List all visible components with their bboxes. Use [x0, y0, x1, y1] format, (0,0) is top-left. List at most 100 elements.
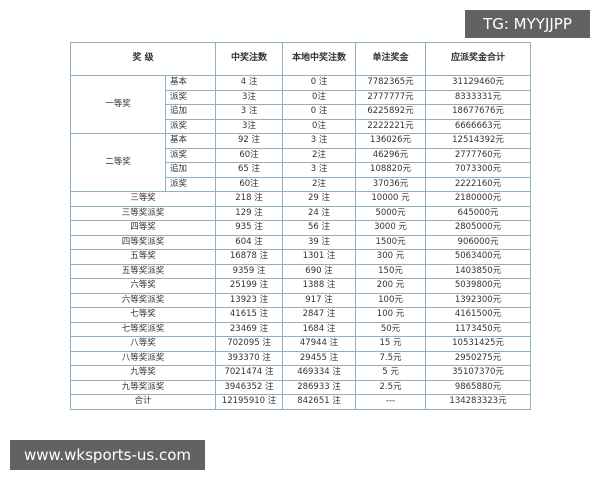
cell: 16878 注 [215, 249, 284, 265]
cell: 1684 注 [282, 321, 357, 337]
table-row: 八等奖派奖 393370 注 29455 注 7.5元 2950275元 [69, 350, 532, 366]
cell: 917 注 [282, 292, 357, 308]
cell: 5 元 [355, 365, 427, 381]
sub-label: 追加 [164, 104, 217, 120]
sub-label: 基本 [164, 75, 217, 91]
table-row: 七等奖 41615 注 2847 注 100 元 4161500元 [69, 307, 532, 323]
row-label: 三等奖 [69, 191, 217, 207]
cell: 7782365元 [355, 75, 427, 91]
table-row: 七等奖派奖 23469 注 1684 注 50元 1173450元 [69, 321, 532, 337]
cell: 24 注 [282, 205, 357, 221]
sub-label: 基本 [164, 133, 217, 149]
cell: 5039800元 [425, 278, 532, 294]
cell: 604 注 [215, 234, 284, 250]
cell: 60注 [215, 176, 284, 192]
cell: --- [355, 394, 427, 410]
header-cell: 中奖注数 [215, 42, 284, 76]
cell: 2777760元 [425, 147, 532, 163]
sub-label: 派奖 [164, 118, 217, 134]
table-row: 合计 12195910 注 842651 注 --- 134283323元 [69, 394, 532, 410]
cell: 35107370元 [425, 365, 532, 381]
cell: 3注 [215, 89, 284, 105]
cell: 2847 注 [282, 307, 357, 323]
sub-label: 派奖 [164, 89, 217, 105]
cell: 92 注 [215, 133, 284, 149]
row-label: 九等奖派奖 [69, 379, 217, 395]
cell: 37036元 [355, 176, 427, 192]
cell: 46296元 [355, 147, 427, 163]
table-row: 九等奖派奖 3946352 注 286933 注 2.5元 9865880元 [69, 379, 532, 395]
cell: 3注 [215, 118, 284, 134]
cell: 2805000元 [425, 220, 532, 236]
cell: 4161500元 [425, 307, 532, 323]
cell: 136026元 [355, 133, 427, 149]
cell: 56 注 [282, 220, 357, 236]
cell: 218 注 [215, 191, 284, 207]
cell: 41615 注 [215, 307, 284, 323]
cell: 5063400元 [425, 249, 532, 265]
cell: 4 注 [215, 75, 284, 91]
cell: 0注 [282, 89, 357, 105]
cell: 129 注 [215, 205, 284, 221]
cell: 100元 [355, 292, 427, 308]
table-row: 派奖 60注 2注 46296元 2777760元 [71, 147, 532, 163]
cell: 6666663元 [425, 118, 532, 134]
cell: 690 注 [282, 263, 357, 279]
cell: 645000元 [425, 205, 532, 221]
table-row: 三等奖派奖 129 注 24 注 5000元 645000元 [69, 205, 532, 221]
cell: 1301 注 [282, 249, 357, 265]
cell: 8333331元 [425, 89, 532, 105]
header-cell: 本地中奖注数 [282, 42, 357, 76]
cell: 31129460元 [425, 75, 532, 91]
cell: 25199 注 [215, 278, 284, 294]
table-row: 派奖 3注 0注 2777777元 8333331元 [71, 89, 532, 105]
table-row: 三等奖 218 注 29 注 10000 元 2180000元 [69, 191, 532, 207]
cell: 65 注 [215, 162, 284, 178]
cell: 935 注 [215, 220, 284, 236]
cell: 5000元 [355, 205, 427, 221]
cell: 2777777元 [355, 89, 427, 105]
cell: 2222221元 [355, 118, 427, 134]
cell: 2950275元 [425, 350, 532, 366]
row-label: 七等奖 [69, 307, 217, 323]
cell: 1388 注 [282, 278, 357, 294]
cell: 1403850元 [425, 263, 532, 279]
cell: 39 注 [282, 234, 357, 250]
table-row: 五等奖派奖 9359 注 690 注 150元 1403850元 [69, 263, 532, 279]
cell: 134283323元 [425, 394, 532, 410]
row-label: 四等奖 [69, 220, 217, 236]
cell: 10000 元 [355, 191, 427, 207]
cell: 7021474 注 [215, 365, 284, 381]
cell: 200 元 [355, 278, 427, 294]
cell: 150元 [355, 263, 427, 279]
table-row: 四等奖派奖 604 注 39 注 1500元 906000元 [69, 234, 532, 250]
table-row: 六等奖 25199 注 1388 注 200 元 5039800元 [69, 278, 532, 294]
cell: 2.5元 [355, 379, 427, 395]
cell: 0 注 [282, 75, 357, 91]
group-label: 二等奖 [70, 133, 166, 192]
sub-label: 追加 [164, 162, 217, 178]
header-cell: 单注奖金 [355, 42, 427, 76]
row-label: 五等奖 [69, 249, 217, 265]
cell: 3 注 [215, 104, 284, 120]
cell: 906000元 [425, 234, 532, 250]
cell: 3000 元 [355, 220, 427, 236]
row-label: 八等奖派奖 [69, 350, 217, 366]
cell: 469334 注 [282, 365, 357, 381]
row-label: 六等奖 [69, 278, 217, 294]
table-row: 四等奖 935 注 56 注 3000 元 2805000元 [69, 220, 532, 236]
cell: 12514392元 [425, 133, 532, 149]
row-label: 六等奖派奖 [69, 292, 217, 308]
row-label: 三等奖派奖 [69, 205, 217, 221]
cell: 2222160元 [425, 176, 532, 192]
cell: 108820元 [355, 162, 427, 178]
cell: 12195910 注 [215, 394, 284, 410]
cell: 1173450元 [425, 321, 532, 337]
row-label: 八等奖 [69, 336, 217, 352]
header-row: 奖 级中奖注数 本地中奖注数 单注奖金 应派奖金合计 [69, 42, 532, 76]
group-label: 一等奖 [70, 75, 166, 134]
header-cell: 奖 级 [69, 42, 217, 76]
header-cell: 应派奖金合计 [425, 42, 532, 76]
